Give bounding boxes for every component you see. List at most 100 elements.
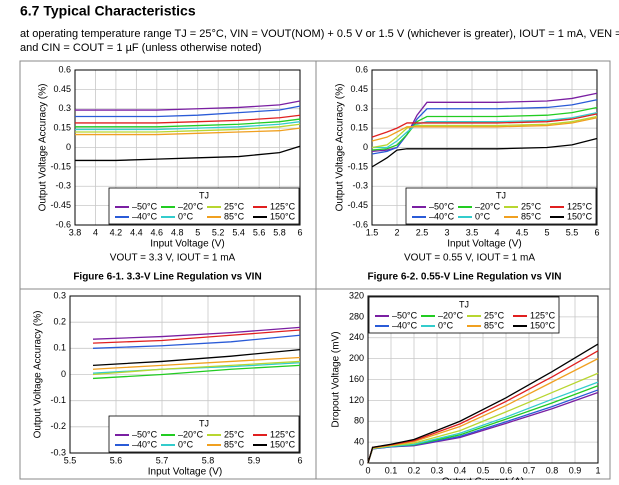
series-line	[371, 115, 598, 149]
x-tick-label: 0.1	[385, 465, 398, 475]
x-tick-label: 4	[494, 227, 499, 237]
conditions-line: at operating temperature range TJ = 25°C…	[20, 28, 619, 40]
y-tick-label: -0.45	[50, 200, 71, 210]
figure-caption: Figure 6-1. 3.3-V Line Regulation vs VIN	[73, 272, 261, 283]
x-tick-label: 5.2	[212, 227, 225, 237]
legend-label: –50°C	[132, 201, 158, 211]
series-line	[92, 348, 301, 366]
legend-title: TJ	[496, 190, 506, 200]
x-tick-label: 4	[93, 227, 98, 237]
figure-caption: Figure 6-2. 0.55-V Line Regulation vs VI…	[368, 272, 562, 283]
series-line	[367, 343, 599, 464]
series-line	[75, 118, 301, 128]
x-tick-label: 5	[544, 227, 549, 237]
legend-box	[108, 415, 300, 453]
y-tick-label: 240	[349, 332, 364, 342]
y-tick-label: 40	[354, 437, 364, 447]
y-tick-label: 0.6	[58, 64, 71, 74]
y-tick-label: 0.6	[355, 64, 368, 74]
figure-note: VOUT = 3.3 V, IOUT = 1 mA	[110, 253, 236, 264]
legend-label: –40°C	[132, 439, 158, 449]
series-line	[75, 121, 301, 131]
x-tick-label: 0.6	[500, 465, 513, 475]
legend-title: TJ	[459, 299, 469, 309]
series-line	[75, 145, 301, 162]
legend-label: 85°C	[224, 439, 245, 449]
legend-box	[108, 187, 300, 225]
series-line	[371, 137, 598, 168]
x-tick-label: 0.4	[454, 465, 467, 475]
y-tick-label: -0.3	[55, 181, 71, 191]
series-line	[92, 356, 301, 370]
x-tick-label: 3.8	[69, 227, 82, 237]
y-tick-label: 280	[349, 311, 364, 321]
y-tick-label: 200	[349, 353, 364, 363]
series-line	[92, 364, 301, 380]
y-tick-label: -0.15	[347, 161, 368, 171]
y-axis-label: Output Voltage Accuracy (%)	[33, 311, 44, 439]
y-tick-label: 0	[359, 457, 364, 467]
legend-label: 85°C	[521, 211, 542, 221]
series-line	[92, 360, 301, 376]
x-axis-label: Input Voltage (V)	[447, 239, 522, 250]
x-tick-label: 4.4	[130, 227, 143, 237]
series-line	[372, 111, 598, 149]
series-line	[92, 362, 301, 374]
x-axis-label: Output Current (A)	[442, 477, 524, 480]
series-line	[371, 99, 598, 155]
x-tick-label: 1.5	[366, 227, 379, 237]
y-tick-label: 0	[363, 142, 368, 152]
x-tick-label: 3	[444, 227, 449, 237]
x-tick-label: 5.8	[202, 455, 215, 465]
x-tick-label: 4.5	[516, 227, 529, 237]
series-line	[371, 113, 598, 138]
series-line	[92, 326, 301, 340]
y-axis-label: Dropout Voltage (mV)	[331, 331, 342, 427]
x-tick-label: 0	[365, 465, 370, 475]
x-tick-label: 0.2	[408, 465, 421, 475]
x-tick-label: 0.5	[477, 465, 490, 475]
legend-label: –20°C	[438, 310, 464, 320]
x-tick-label: 4.6	[151, 227, 164, 237]
series-line	[75, 127, 301, 136]
legend-label: 150°C	[270, 439, 296, 449]
x-tick-label: 3.5	[466, 227, 479, 237]
plot-frame	[69, 295, 301, 454]
y-tick-label: -0.2	[50, 421, 66, 431]
legend-label: 25°C	[521, 201, 542, 211]
figure-note: VOUT = 0.55 V, IOUT = 1 mA	[404, 253, 535, 264]
y-tick-label: 0	[61, 369, 66, 379]
figure-frame	[19, 60, 611, 480]
y-tick-label: -0.45	[347, 200, 368, 210]
x-tick-label: 5.7	[156, 455, 169, 465]
legend-label: 150°C	[567, 211, 593, 221]
x-tick-label: 5	[195, 227, 200, 237]
legend-box	[405, 187, 597, 225]
legend-label: 125°C	[270, 201, 296, 211]
x-tick-label: 5.4	[232, 227, 245, 237]
legend-label: 125°C	[270, 429, 296, 439]
legend-label: 125°C	[530, 310, 556, 320]
legend-label: –20°C	[178, 201, 204, 211]
y-tick-label: -0.6	[352, 219, 368, 229]
y-tick-label: 0.3	[53, 290, 66, 300]
y-tick-label: 0.3	[355, 103, 368, 113]
legend-label: 0°C	[438, 320, 454, 330]
x-tick-label: 5.9	[248, 455, 261, 465]
series-line	[75, 114, 301, 124]
y-tick-label: 0.15	[53, 123, 71, 133]
legend-label: 0°C	[178, 439, 194, 449]
legend-label: –50°C	[392, 310, 418, 320]
x-tick-label: 6	[594, 227, 599, 237]
series-line	[371, 117, 598, 142]
x-tick-label: 4.8	[171, 227, 184, 237]
legend-label: 150°C	[270, 211, 296, 221]
legend-label: 85°C	[484, 320, 505, 330]
legend-label: 85°C	[224, 211, 245, 221]
x-axis-label: Input Voltage (V)	[148, 467, 223, 478]
x-tick-label: 0.3	[431, 465, 444, 475]
y-tick-label: 160	[349, 374, 364, 384]
x-tick-label: 2	[394, 227, 399, 237]
series-line	[75, 100, 301, 111]
